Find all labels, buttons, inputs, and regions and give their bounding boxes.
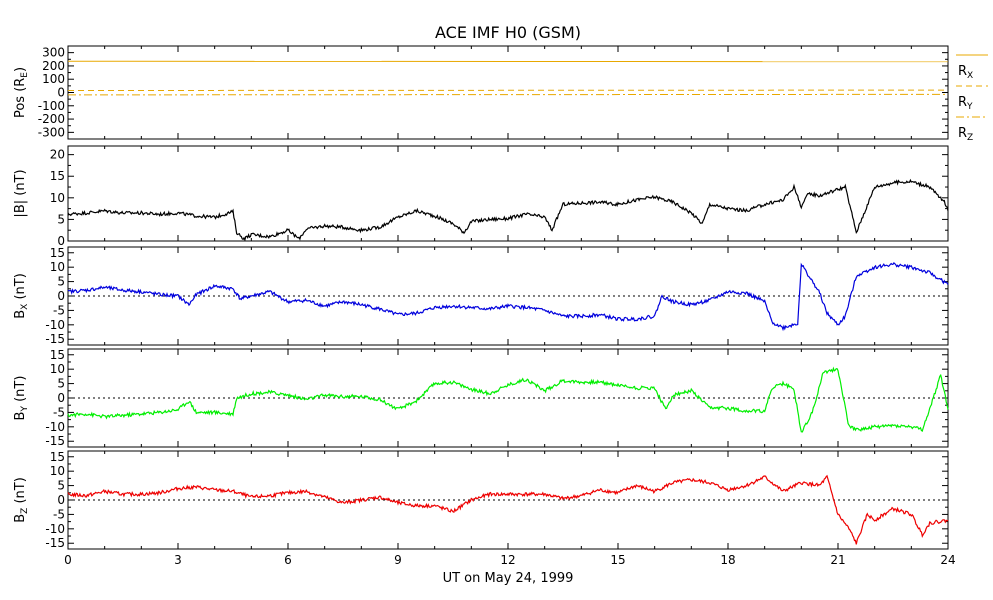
y-tick-label: -5 [53,303,65,317]
y-tick-label: -10 [45,318,65,332]
y-tick-label: 10 [50,260,65,274]
y-tick-label: 10 [50,464,65,478]
x-axis-label: UT on May 24, 1999 [443,571,574,586]
y-tick-label: 5 [57,377,65,391]
series-line-bmag [67,178,949,242]
y-tick-label: -5 [53,405,65,419]
x-tick-label: 9 [394,553,402,567]
series-line-by [67,366,949,433]
y-tick-label: 5 [57,212,65,226]
y-tick-label: 20 [50,148,65,162]
y-tick-label: -15 [45,332,65,346]
y-tick-label: -15 [45,434,65,448]
y-tick-label: -10 [45,522,65,536]
y-tick-label: -5 [53,507,65,521]
y-tick-label: -10 [45,420,65,434]
x-tick-label: 18 [720,553,735,567]
y-tick-label: 10 [50,191,65,205]
y-axis-label: Pos (RE) [13,67,30,118]
y-tick-label: 0 [57,86,65,100]
y-tick-label: 0 [57,289,65,303]
x-tick-label: 21 [830,553,845,567]
y-axis-label: BX (nT) [13,273,30,319]
y-tick-label: 200 [42,59,65,73]
legend-label-rx: RX [958,64,973,81]
y-tick-label: 15 [50,348,65,362]
x-tick-label: 6 [284,553,292,567]
y-tick-label: -100 [38,99,65,113]
x-tick-label: 15 [610,553,625,567]
panel-bmag: 20 15 10 5 0 |B| (nT) [13,145,949,248]
legend-label-ry: RY [958,95,973,112]
y-tick-label: 5 [57,479,65,493]
y-tick-label: 10 [50,362,65,376]
y-axis-label: |B| (nT) [13,169,28,217]
y-tick-label: -15 [45,536,65,550]
y-tick-label: -200 [38,112,65,126]
y-tick-label: 300 [42,46,65,60]
y-tick-label: 5 [57,275,65,289]
legend-label-rz: RZ [958,126,973,143]
series-line-rz [67,93,949,96]
x-tick-label: 12 [500,553,515,567]
x-tick-label: 0 [64,553,72,567]
x-tick-label: 3 [174,553,182,567]
y-tick-label: 15 [50,169,65,183]
y-tick-label: 0 [57,234,65,248]
series-line-bz [67,474,949,545]
chart-title: ACE IMF H0 (GSM) [435,23,581,42]
y-tick-label: -300 [38,125,65,139]
y-tick-label: 0 [57,493,65,507]
y-axis-label: BY (nT) [13,376,30,421]
plot-frame [67,45,949,140]
series-line-bx [67,261,949,332]
y-tick-label: 100 [42,72,65,86]
x-tick-label: 24 [940,553,955,567]
y-axis-label: BZ (nT) [13,477,30,523]
y-tick-label: 0 [57,391,65,405]
y-tick-label: 15 [50,246,65,260]
y-tick-label: 15 [50,450,65,464]
